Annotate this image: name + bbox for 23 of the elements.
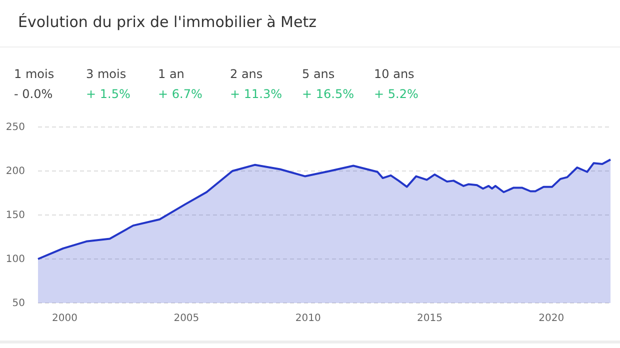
y-tick-label: 100 (6, 254, 25, 266)
text: + 11.3% (230, 87, 282, 101)
y-tick-label: 200 (6, 166, 25, 178)
text: - 0.0% (14, 87, 53, 101)
y-tick-label: 250 (6, 122, 25, 134)
x-tick-label: 2000 (52, 313, 78, 324)
text: 1 an (158, 67, 184, 81)
text: + 1.5% (86, 87, 130, 101)
text: 2 ans (230, 67, 263, 81)
text: 5 ans (302, 67, 335, 81)
x-tick-label: 2020 (538, 313, 564, 324)
chart-title: Évolution du prix de l'immobilier à Metz (18, 13, 317, 31)
y-tick-label: 50 (12, 298, 25, 310)
x-tick-label: 2015 (417, 313, 442, 324)
x-tick-label: 2005 (174, 313, 200, 324)
text: 1 mois (14, 67, 54, 81)
text: 10 ans (374, 67, 414, 81)
text: + 16.5% (302, 87, 354, 101)
text: + 6.7% (158, 87, 202, 101)
text: + 5.2% (374, 87, 418, 101)
x-tick-label: 2010 (295, 313, 321, 324)
y-tick-label: 150 (6, 210, 25, 222)
text: 3 mois (86, 67, 126, 81)
